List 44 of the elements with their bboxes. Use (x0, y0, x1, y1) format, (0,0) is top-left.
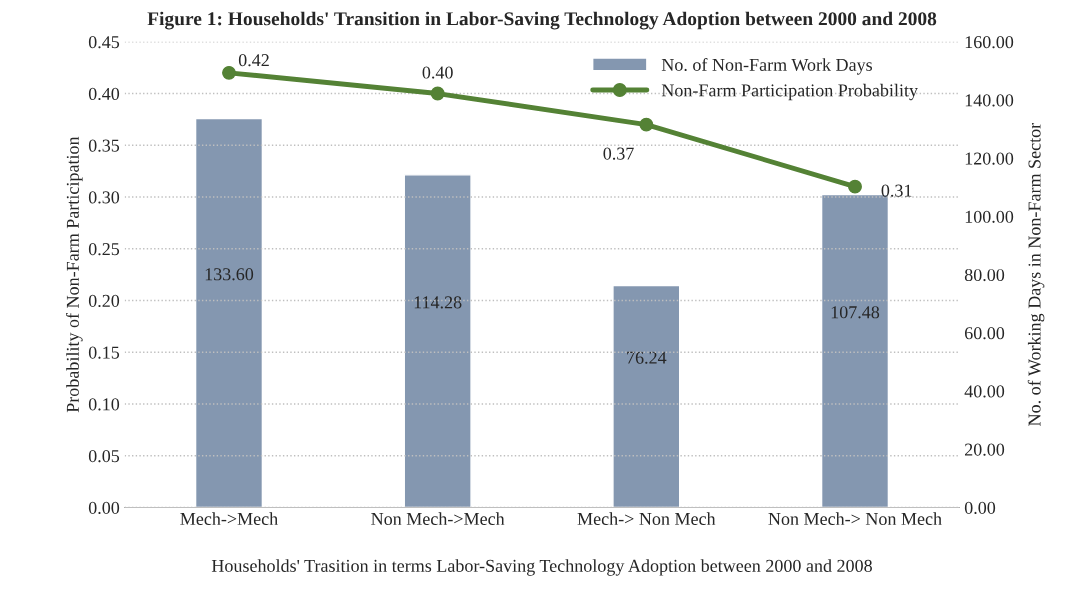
x-axis-title: Households' Trasition in terms Labor-Saving Technology Adoption between 2000 and 2008 (211, 559, 872, 576)
data-label: 76.24 (627, 351, 667, 364)
data-label: 0.37 (603, 147, 634, 160)
x-tick-label: Mech-> Non Mech (577, 512, 716, 526)
y-tick-label: 0.15 (88, 346, 120, 359)
chart-title: Figure 1: Households' Transition in Labor-Saving Technology Adoption between 2000 and 2008 (147, 11, 937, 30)
y-tick-label: 0.40 (88, 87, 120, 101)
y2-tick-label: 160.00 (965, 36, 1014, 49)
y-tick-label: 0.05 (88, 449, 120, 463)
y2-tick-label: 140.00 (965, 94, 1014, 107)
y2-tick-label: 80.00 (964, 268, 1005, 282)
bar (403, 174, 472, 508)
y-tick-label: 0.10 (88, 398, 120, 411)
y-tick-label: 0.20 (88, 294, 120, 308)
point (430, 86, 445, 101)
bar (194, 117, 264, 508)
y2-tick-label: 120.00 (965, 152, 1014, 165)
data-label: 133.60 (205, 268, 254, 281)
y2-tick-label: 0.00 (964, 501, 996, 514)
y2-tick-label: 60.00 (964, 327, 1005, 340)
y2-tick-label: 100.00 (965, 210, 1014, 223)
y-tick-label: 0.25 (88, 243, 120, 256)
x-tick-label: Non Mech-> Non Mech (768, 512, 942, 526)
x-tick-label: Mech->Mech (180, 512, 278, 526)
x-tick-label: Non Mech->Mech (371, 512, 505, 526)
legend-label: Non-Farm Participation Probability (661, 83, 918, 101)
data-label: 0.31 (881, 184, 912, 197)
y-tick-label: 0.00 (88, 501, 120, 514)
y2-axis-title: No. of Working Days in Non-Farm Sector (1027, 122, 1045, 426)
data-label: 0.40 (422, 66, 453, 79)
y-axis-title: Probability of Non-Farm Participation (66, 136, 83, 413)
legend-label: No. of Non-Farm Work Days (661, 58, 872, 75)
bar (612, 284, 681, 508)
point (848, 179, 862, 194)
y-tick-label: 0.35 (88, 139, 120, 152)
y-tick-label: 0.30 (88, 191, 120, 204)
data-label: 0.42 (238, 54, 269, 67)
data-label: 107.48 (831, 306, 880, 319)
point (222, 65, 236, 80)
y2-tick-label: 20.00 (964, 443, 1005, 456)
y-tick-label: 0.45 (88, 36, 120, 49)
y2-tick-label: 40.00 (964, 385, 1005, 398)
data-label: 114.28 (414, 296, 462, 309)
point (639, 117, 654, 132)
